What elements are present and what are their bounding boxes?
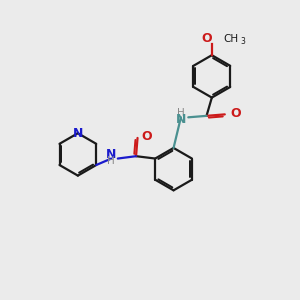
Text: 3: 3 xyxy=(240,37,245,46)
Text: N: N xyxy=(73,127,83,140)
Text: H: H xyxy=(107,156,115,166)
Text: O: O xyxy=(201,32,212,45)
Text: N: N xyxy=(106,148,116,161)
Text: CH: CH xyxy=(223,34,238,44)
Text: O: O xyxy=(142,130,152,143)
Text: O: O xyxy=(230,107,241,120)
Text: N: N xyxy=(176,113,186,126)
Text: H: H xyxy=(177,108,185,118)
